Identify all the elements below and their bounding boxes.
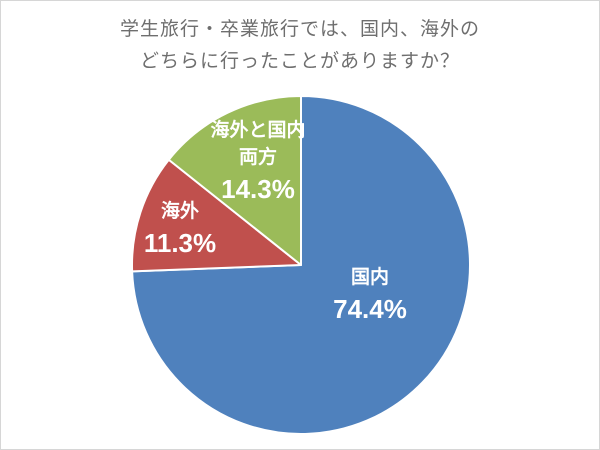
slice-label-domestic: 国内 74.4% <box>333 264 407 325</box>
slice-pct-both: 14.3% <box>221 174 295 204</box>
slice-pct-domestic: 74.4% <box>333 294 407 324</box>
pie-slice-1 <box>131 158 302 273</box>
slice-name-both-line2: 両方 <box>238 147 278 168</box>
slice-pct-overseas: 11.3% <box>143 228 217 258</box>
slice-name-both-line1: 海外と国内 <box>210 120 306 141</box>
chart-title: 学生旅行・卒業旅行では、国内、海外の どちらに行ったことがありますか？ <box>1 14 599 78</box>
pie-slice-2 <box>167 95 302 266</box>
slice-label-both: 海外と国内 両方 14.3% <box>210 117 305 205</box>
chart-title-line1: 学生旅行・卒業旅行では、国内、海外の <box>119 19 480 40</box>
slice-name-overseas: 海外 <box>160 201 200 222</box>
slice-name-domestic: 国内 <box>350 267 390 288</box>
slice-label-overseas: 海外 11.3% <box>144 198 216 259</box>
chart-title-line2: どちらに行ったことがありますか？ <box>139 51 460 72</box>
